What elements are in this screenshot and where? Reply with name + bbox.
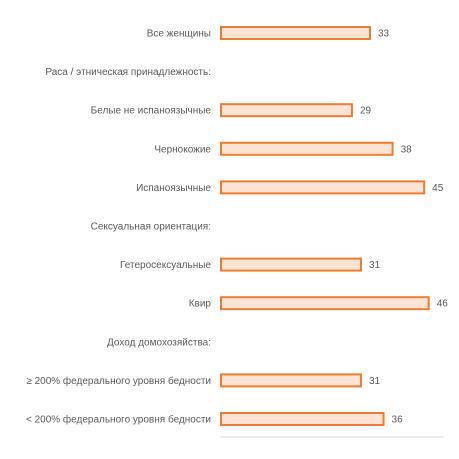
data-label: 29 xyxy=(360,106,372,117)
bar xyxy=(220,412,385,426)
bar xyxy=(220,103,353,118)
group-header-label: Сексуальная ориентация: xyxy=(91,222,211,233)
bar xyxy=(220,296,430,311)
bar xyxy=(220,373,362,388)
data-label: 31 xyxy=(369,260,381,271)
data-label: 31 xyxy=(369,376,381,387)
category-label: < 200% федерального уровня бедности xyxy=(26,414,211,426)
data-label: 45 xyxy=(432,183,444,194)
category-label: Чернокожие xyxy=(154,144,211,155)
category-label: Квир xyxy=(189,299,212,310)
bar xyxy=(220,141,394,156)
category-label: ≥ 200% федерального уровня бедности xyxy=(26,375,211,387)
group-header-label: Доход домохозяйства: xyxy=(107,337,211,348)
category-label: Гетеросексуальные xyxy=(120,260,211,271)
bar xyxy=(220,26,371,40)
bar xyxy=(220,180,426,195)
data-label: 33 xyxy=(378,29,390,40)
data-label: 46 xyxy=(437,299,449,310)
bar xyxy=(220,257,362,272)
category-label: Испаноязычные xyxy=(136,183,211,194)
category-label: Все женщины xyxy=(147,29,211,40)
data-label: 38 xyxy=(401,144,413,155)
category-label: Белые не испаноязычные xyxy=(91,106,212,117)
data-label: 36 xyxy=(392,415,404,426)
group-header-label: Раса / этническая принадлежность: xyxy=(45,67,211,78)
